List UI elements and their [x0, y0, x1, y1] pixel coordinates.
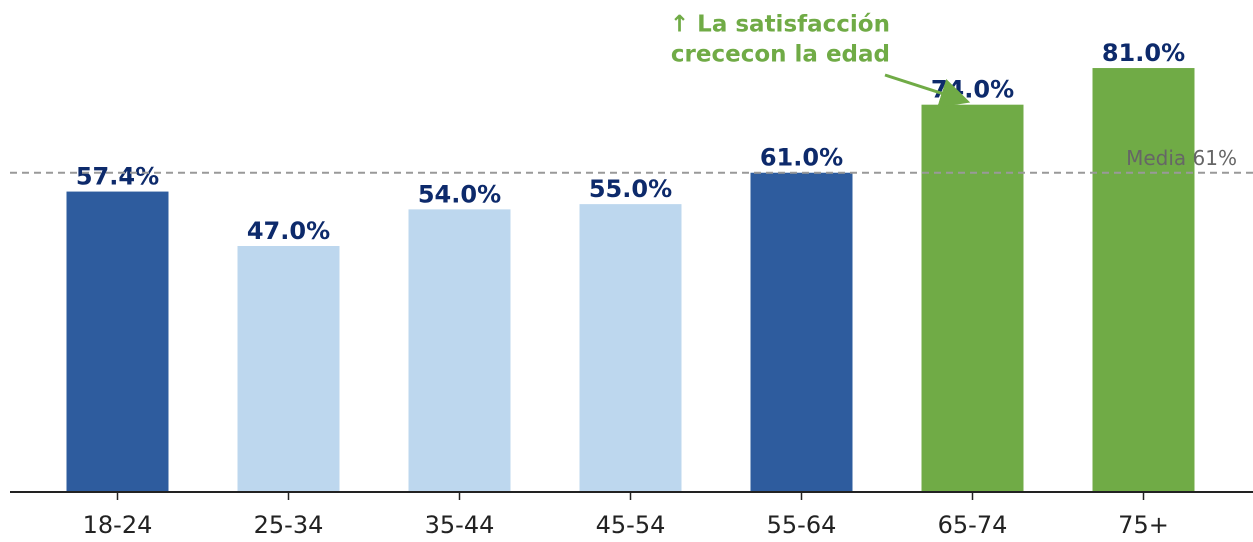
x-tick-label: 45-54 [596, 511, 666, 539]
x-tick-label: 35-44 [425, 511, 495, 539]
value-label: 55.0% [589, 175, 672, 203]
annotation-arrow [884, 73, 971, 108]
bar [1092, 68, 1195, 493]
bar [66, 191, 169, 492]
value-label: 61.0% [760, 144, 843, 172]
value-label: 54.0% [418, 180, 501, 208]
bar [408, 209, 511, 493]
bar [579, 204, 682, 492]
annotation: ↑ La satisfacción [670, 12, 890, 38]
value-label: 57.4% [76, 163, 159, 191]
value-label: 47.0% [247, 217, 330, 245]
reference-label: Media 61% [1126, 146, 1237, 170]
x-tick-label: 75+ [1118, 511, 1169, 539]
bar [237, 246, 340, 492]
x-tick-label: 65-74 [938, 511, 1008, 539]
value-label: 81.0% [1102, 39, 1185, 67]
value-label: 74.0% [931, 76, 1014, 104]
annotation: crececon la edad [671, 42, 890, 68]
x-tick-label: 25-34 [254, 511, 324, 539]
x-tick-label: 55-64 [767, 511, 837, 539]
x-tick-label: 18-24 [83, 511, 153, 539]
bar [921, 104, 1024, 493]
bar [750, 172, 853, 493]
